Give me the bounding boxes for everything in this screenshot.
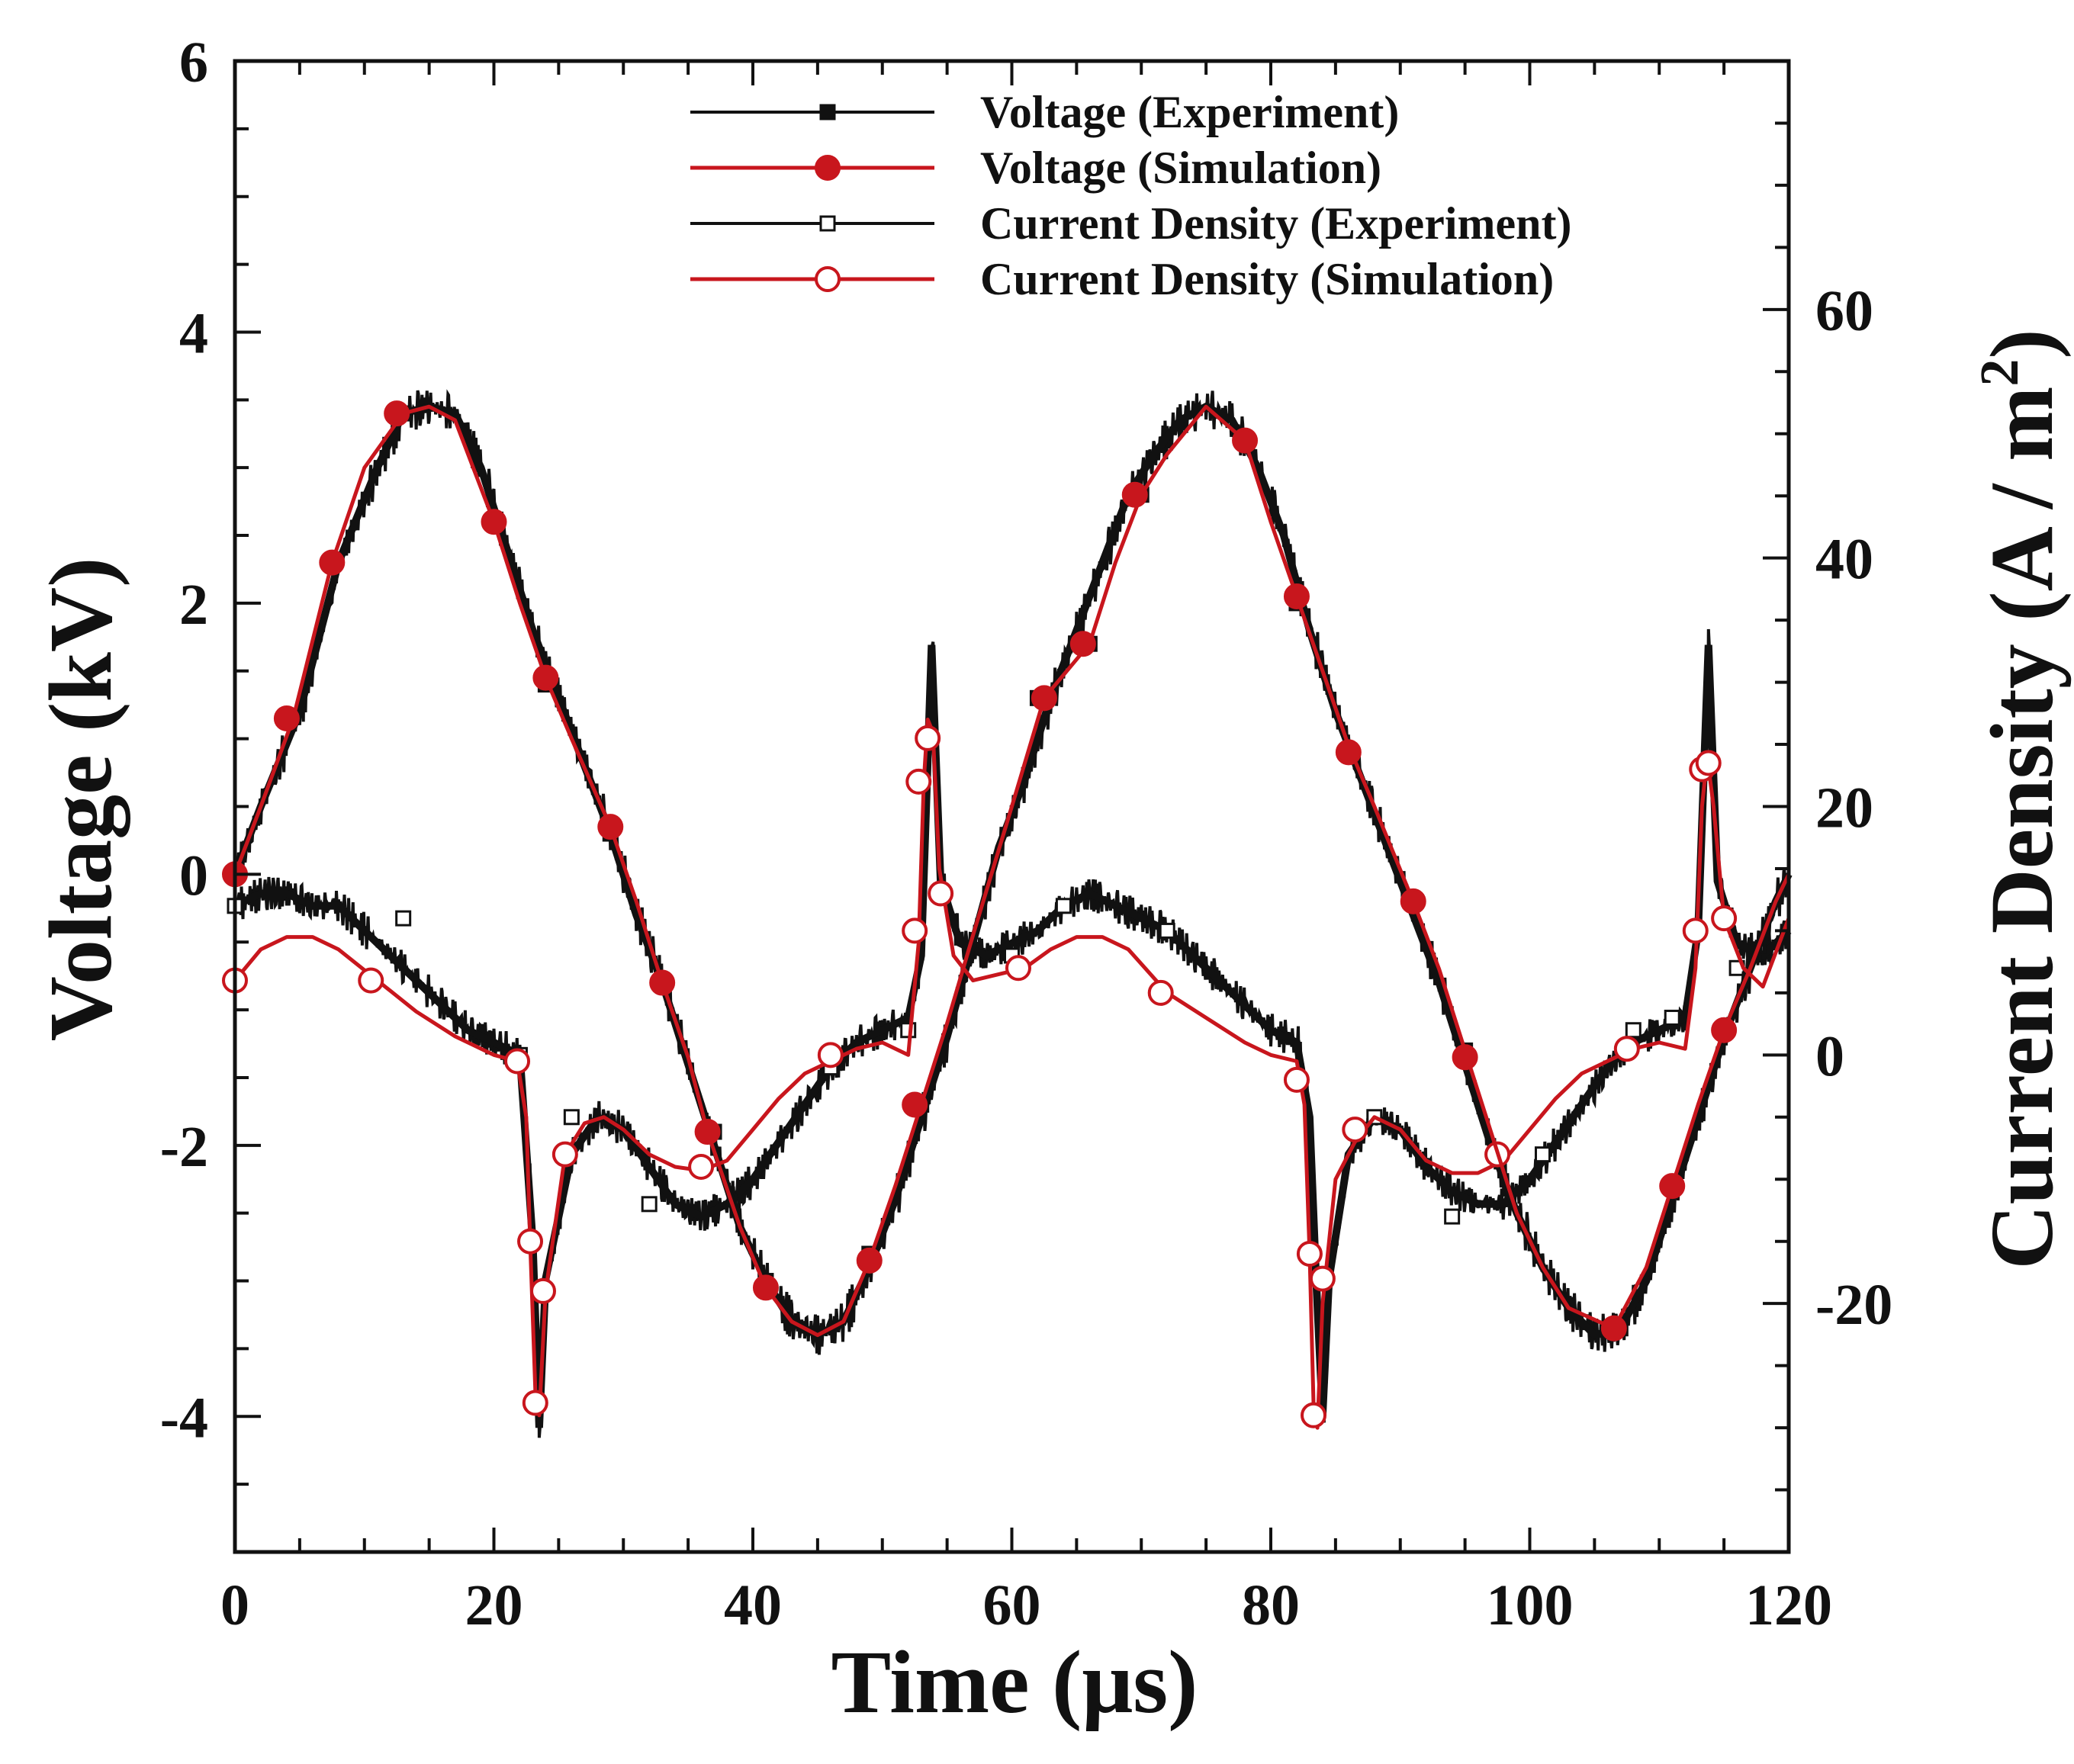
data-point-current-density-simulation: [1695, 750, 1722, 776]
data-point-current-density-simulation: [1711, 905, 1738, 932]
legend-item-voltage-simulation: Voltage (Simulation): [690, 143, 1381, 193]
data-point-current-density-simulation: [928, 880, 954, 907]
data-point-current-density-simulation: [1682, 917, 1709, 944]
data-point-current-density-simulation: [1296, 1241, 1323, 1267]
data-point-current-density-simulation: [551, 1141, 578, 1168]
data-point-current-density-simulation: [1342, 1117, 1368, 1143]
series-current-density-simulation: [222, 718, 1791, 1430]
y-right-tick-label: -20: [1815, 1273, 1892, 1337]
y-left-tick-label: -4: [160, 1386, 208, 1450]
data-point-voltage-simulation: [273, 705, 300, 731]
data-point-voltage-simulation: [1659, 1173, 1686, 1200]
data-point-current-density-simulation: [517, 1228, 544, 1255]
data-point-current-density-simulation: [1005, 955, 1031, 982]
data-point-current-density-experiment: [1664, 1009, 1680, 1026]
x-tick-label: 80: [1242, 1573, 1300, 1637]
data-point-current-density-simulation: [1309, 1265, 1336, 1292]
data-point-voltage-simulation: [384, 400, 410, 427]
x-tick-label: 100: [1487, 1573, 1574, 1637]
legend-swatch-marker: [819, 104, 836, 120]
data-point-current-density-simulation: [902, 917, 928, 944]
y-left-tick-label: -2: [160, 1115, 208, 1179]
x-tick-label: 60: [983, 1573, 1041, 1637]
data-point-current-density-experiment: [1625, 1022, 1642, 1039]
data-point-current-density-experiment: [1159, 922, 1175, 939]
y-right-tick-label: 40: [1815, 528, 1873, 592]
data-point-current-density-simulation: [504, 1048, 531, 1075]
data-point-voltage-simulation: [532, 664, 559, 691]
y-axis-right-title: Current Density (A / m2): [1969, 329, 2072, 1269]
data-point-voltage-simulation: [694, 1119, 721, 1145]
data-point-voltage-simulation: [319, 549, 346, 576]
y-axis-right-title-main: Current Density (A / m: [1972, 387, 2072, 1270]
data-point-current-density-simulation: [915, 725, 941, 751]
legend-item-voltage-experiment: Voltage (Experiment): [690, 87, 1399, 137]
data-point-voltage-simulation: [1452, 1044, 1478, 1071]
x-tick-label: 120: [1745, 1573, 1832, 1637]
data-point-current-density-simulation: [1147, 979, 1174, 1006]
y-axis-right-title-sup: 2: [1969, 359, 2030, 387]
data-point-voltage-simulation: [1031, 685, 1057, 712]
legend-label: Voltage (Simulation): [980, 143, 1381, 193]
data-point-voltage-simulation: [1400, 888, 1426, 914]
data-point-current-density-simulation: [1613, 1036, 1640, 1062]
series-line-voltage-simulation: [233, 404, 1791, 1338]
y-right-tick-label: 20: [1815, 776, 1873, 840]
legend: Voltage (Experiment) Voltage (Simulation)…: [690, 87, 1571, 304]
y-axis-left-title: Voltage (kV): [31, 557, 130, 1042]
data-point-current-density-experiment: [1534, 1146, 1551, 1163]
x-tick-label: 20: [465, 1573, 523, 1637]
legend-swatch-marker: [815, 155, 841, 181]
data-point-voltage-simulation: [1600, 1315, 1627, 1341]
data-point-current-density-simulation: [530, 1277, 557, 1304]
x-tick-label: 0: [220, 1573, 249, 1637]
data-point-voltage-simulation: [752, 1274, 779, 1301]
legend-label: Voltage (Experiment): [980, 87, 1399, 137]
data-point-current-density-simulation: [358, 967, 384, 994]
data-point-current-density-experiment: [641, 1196, 658, 1213]
legend-label: Current Density (Simulation): [980, 254, 1554, 304]
data-point-voltage-simulation: [1069, 631, 1096, 657]
data-point-current-density-experiment: [563, 1109, 580, 1126]
data-point-voltage-simulation: [856, 1247, 883, 1274]
data-point-current-density-simulation: [817, 1042, 844, 1068]
data-point-voltage-simulation: [1121, 481, 1148, 508]
data-point-voltage-simulation: [1283, 583, 1310, 610]
y-axis-right-title-close: ): [1972, 329, 2072, 358]
axis-ticks: [233, 59, 1790, 1554]
data-point-voltage-simulation: [597, 814, 624, 840]
legend-swatch-marker: [819, 215, 836, 232]
y-left-tick-label: 0: [179, 843, 208, 908]
y-left-tick-label: 4: [179, 301, 208, 365]
data-point-voltage-simulation: [1232, 427, 1259, 454]
plot-series: [222, 389, 1793, 1438]
x-axis-title: Time (μs): [831, 1632, 1198, 1732]
data-point-current-density-simulation: [905, 768, 932, 795]
y-left-tick-label: 2: [179, 573, 208, 637]
series-voltage-simulation: [222, 400, 1791, 1341]
y-right-tick-label: 0: [1815, 1024, 1844, 1088]
data-point-current-density-experiment: [395, 910, 412, 927]
data-point-current-density-simulation: [522, 1390, 548, 1416]
x-tick-label: 40: [724, 1573, 782, 1637]
legend-item-current-density-simulation: Current Density (Simulation): [690, 254, 1554, 304]
legend-label: Current Density (Experiment): [980, 198, 1571, 249]
data-point-voltage-simulation: [649, 969, 676, 996]
data-point-voltage-simulation: [1335, 739, 1362, 766]
y-right-tick-label: 60: [1815, 279, 1873, 343]
legend-swatch-marker: [815, 266, 841, 292]
data-point-voltage-simulation: [481, 509, 507, 535]
data-point-current-density-experiment: [1055, 898, 1072, 914]
legend-item-current-density-experiment: Current Density (Experiment): [690, 198, 1571, 249]
data-point-current-density-experiment: [1444, 1208, 1461, 1225]
data-point-voltage-simulation: [1711, 1017, 1738, 1043]
y-left-tick-label: 6: [179, 31, 208, 95]
data-point-current-density-simulation: [1283, 1066, 1310, 1093]
data-point-current-density-simulation: [688, 1153, 715, 1180]
data-point-voltage-simulation: [902, 1091, 928, 1118]
data-point-current-density-simulation: [1301, 1402, 1327, 1428]
